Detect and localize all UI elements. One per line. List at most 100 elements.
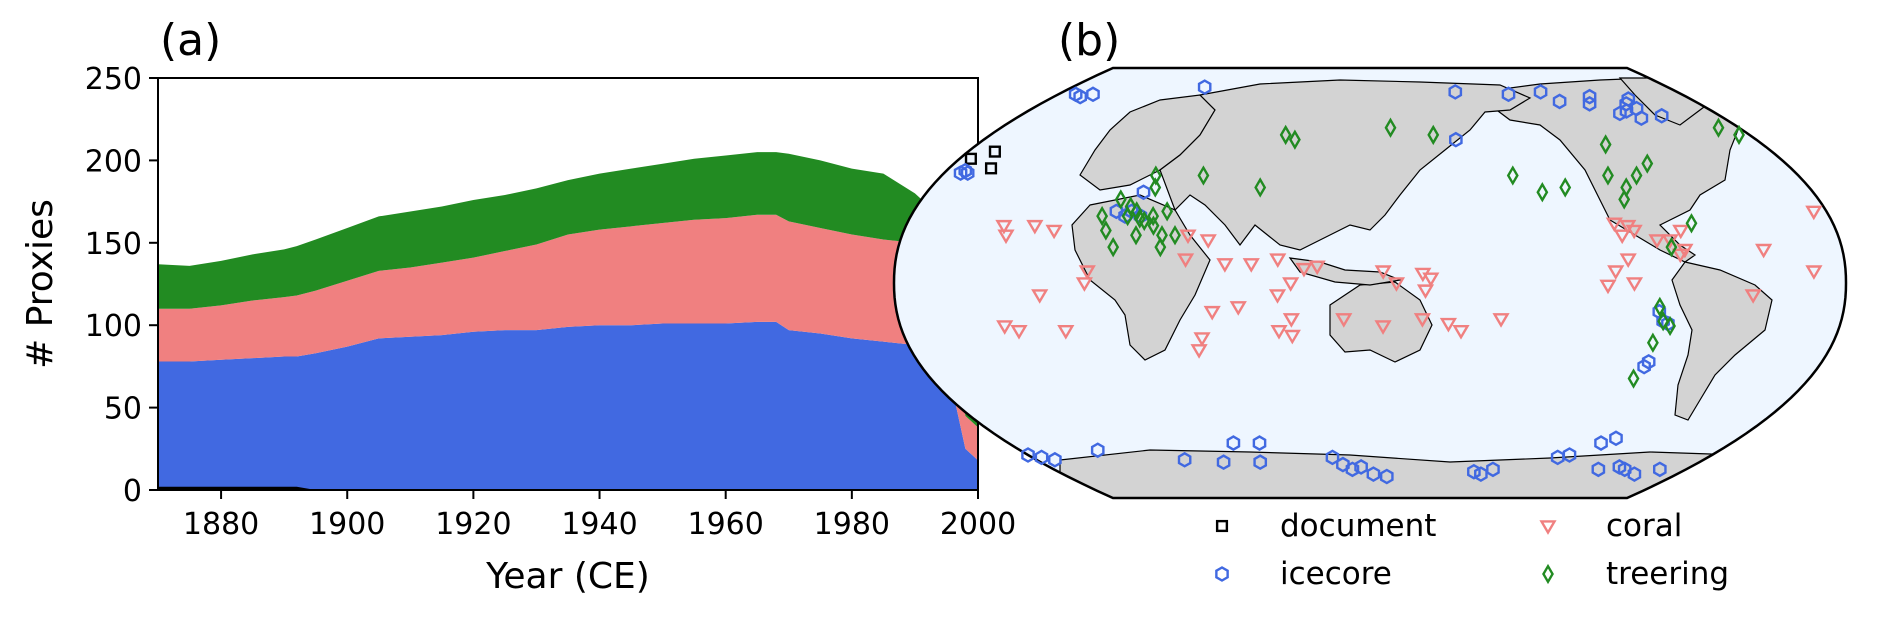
icecore-marker	[1609, 430, 1623, 447]
treering-marker	[1506, 165, 1519, 186]
icecore-marker	[960, 165, 975, 181]
treering-marker	[1149, 165, 1162, 186]
coral-marker	[1031, 289, 1049, 304]
coral-marker	[1026, 219, 1044, 235]
area-icecore	[158, 321, 978, 490]
coral-marker	[1176, 253, 1195, 268]
coral-marker	[1805, 265, 1823, 280]
coral-marker	[1229, 301, 1247, 316]
icecore-marker	[1253, 454, 1268, 471]
icecore-marker	[1379, 468, 1394, 485]
icecore-marker	[1617, 461, 1632, 478]
y-axis-label: # Proxies	[20, 199, 61, 369]
icecore-marker	[1034, 449, 1049, 466]
icecore-marker	[958, 162, 973, 179]
treering-marker	[1096, 205, 1109, 227]
icecore-marker	[1073, 88, 1087, 105]
icecore-marker	[953, 165, 968, 181]
x-tick-label: 2000	[940, 507, 1016, 542]
coral-marker	[1625, 224, 1643, 240]
icecore-marker	[1136, 184, 1151, 201]
coral-marker	[1242, 258, 1260, 273]
treering-marker	[1599, 134, 1612, 155]
y-tick-label: 150	[85, 227, 142, 262]
coral-marker	[1269, 253, 1287, 268]
treering-marker	[1653, 296, 1666, 318]
treering-marker	[1149, 177, 1162, 198]
panel-b: (b) document coral icecore treering	[892, 15, 1848, 592]
coral-marker	[1452, 325, 1470, 340]
icecore-marker	[1090, 442, 1105, 459]
treering-marker	[1154, 236, 1167, 258]
land-masses	[1059, 77, 1841, 498]
coral-marker	[1619, 253, 1637, 268]
coral-marker	[1416, 284, 1435, 300]
coral-marker	[1308, 260, 1326, 276]
panel-a-label: (a)	[160, 15, 221, 66]
coral-marker	[1190, 344, 1208, 359]
legend-label-coral: coral	[1606, 508, 1682, 544]
coral-marker	[1374, 265, 1392, 280]
y-tick-label: 0	[123, 474, 142, 509]
treering-marker	[1627, 368, 1640, 389]
coral-marker	[1057, 325, 1075, 340]
coral-marker	[1672, 224, 1690, 240]
y-axis: 0 50 100 150 200 250	[85, 62, 158, 509]
coral-marker	[1078, 265, 1096, 280]
x-tick-label: 1880	[183, 507, 259, 542]
icecore-marker	[1177, 451, 1192, 468]
icecore-marker	[1582, 88, 1597, 105]
coral-marker	[1599, 279, 1617, 295]
coral-marker	[1295, 262, 1313, 278]
treering-marker	[1156, 225, 1168, 246]
icecore-marker	[1366, 466, 1381, 482]
coral-marker	[1270, 325, 1288, 340]
icecore-marker	[1634, 110, 1649, 127]
icecore-marker	[1562, 447, 1577, 463]
panel-a: (a) 0 50 100 150 200 250 1880 1900 1920 1940 1960…	[20, 15, 1016, 597]
icecore-marker	[1197, 79, 1212, 95]
icecore-marker	[1448, 84, 1463, 100]
icecore-marker	[1654, 107, 1669, 124]
legend-marker-coral	[1539, 520, 1557, 535]
legend-label-icecore: icecore	[1280, 556, 1392, 592]
icecore-marker	[1501, 86, 1516, 103]
icecore-marker	[1582, 95, 1597, 112]
icecore-marker	[1354, 459, 1368, 475]
coral-marker	[996, 320, 1014, 335]
coral-marker	[1045, 224, 1063, 240]
icecore-marker	[1653, 461, 1667, 478]
coral-marker	[1010, 325, 1028, 340]
x-tick-label: 1960	[688, 507, 764, 542]
coral-marker	[1283, 329, 1301, 345]
icecore-marker	[1533, 84, 1548, 100]
icecore-marker	[1021, 447, 1035, 463]
land-indonesia	[1288, 257, 1403, 286]
document-marker	[984, 162, 998, 175]
coral-marker	[1179, 229, 1197, 245]
treering-marker	[1559, 177, 1572, 198]
coral-marker	[1282, 313, 1300, 328]
coral-marker	[1268, 289, 1287, 304]
treering-marker	[1665, 236, 1678, 258]
icecore-marker	[1449, 131, 1463, 148]
panel-b-label: (b)	[1058, 15, 1120, 66]
x-axis-label: Year (CE)	[485, 556, 650, 597]
treering-marker	[1712, 117, 1725, 138]
document-marker	[988, 145, 1001, 158]
area-coral	[158, 214, 978, 461]
x-tick-label: 1980	[814, 507, 890, 542]
treering-marker	[1130, 225, 1142, 246]
area-treering	[158, 152, 978, 428]
treering-marker	[1197, 165, 1210, 186]
icecore-marker	[1345, 461, 1360, 478]
x-axis: 1880 1900 1920 1940 1960 1980 2000	[183, 490, 1016, 542]
x-tick-label: 1940	[561, 507, 637, 542]
land-south-america	[1671, 261, 1773, 421]
coral-marker	[1413, 313, 1432, 328]
treering-marker	[1657, 311, 1670, 332]
legend: document coral icecore treering	[1215, 508, 1729, 592]
legend-label-document: document	[1280, 508, 1436, 544]
treering-marker	[1618, 189, 1631, 210]
icecore-marker	[1086, 86, 1100, 103]
